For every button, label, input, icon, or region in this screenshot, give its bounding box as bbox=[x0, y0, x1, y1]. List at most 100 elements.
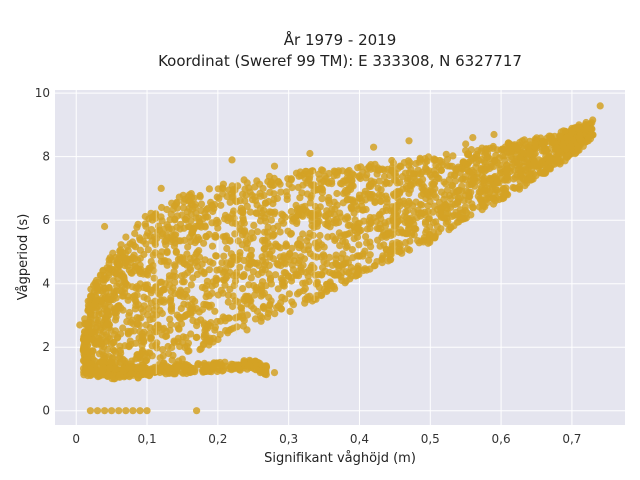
y-tick-label: 8 bbox=[42, 150, 50, 164]
data-point bbox=[124, 330, 132, 338]
data-point bbox=[143, 407, 151, 415]
data-point bbox=[299, 261, 307, 269]
data-point bbox=[511, 158, 519, 166]
data-point bbox=[133, 320, 141, 328]
data-point bbox=[382, 245, 390, 253]
data-point bbox=[418, 201, 426, 209]
data-point bbox=[324, 233, 332, 241]
data-point bbox=[234, 298, 242, 306]
x-tick-label: 0,4 bbox=[350, 432, 369, 446]
data-point bbox=[237, 219, 245, 228]
data-point bbox=[384, 257, 392, 265]
data-point bbox=[350, 171, 358, 179]
data-point bbox=[264, 313, 272, 321]
data-point bbox=[189, 205, 197, 213]
data-point bbox=[240, 271, 248, 279]
data-point bbox=[430, 155, 438, 163]
data-point bbox=[318, 241, 326, 249]
data-point bbox=[194, 233, 202, 242]
data-point bbox=[295, 272, 303, 280]
data-point bbox=[472, 163, 480, 171]
data-point bbox=[139, 370, 147, 378]
data-point bbox=[440, 195, 448, 203]
data-point bbox=[208, 282, 216, 290]
data-point bbox=[251, 197, 260, 205]
data-point bbox=[402, 208, 410, 216]
data-point bbox=[343, 196, 351, 204]
data-point bbox=[376, 242, 384, 250]
data-point bbox=[301, 285, 309, 293]
data-point bbox=[243, 365, 251, 373]
data-point bbox=[205, 185, 213, 193]
data-point bbox=[202, 331, 210, 339]
data-point bbox=[355, 173, 363, 181]
data-point bbox=[286, 249, 294, 258]
data-point bbox=[116, 287, 125, 295]
data-point bbox=[209, 362, 217, 370]
data-point bbox=[129, 407, 137, 415]
data-point bbox=[197, 200, 206, 208]
data-point bbox=[440, 214, 448, 222]
data-point bbox=[182, 216, 190, 224]
data-point bbox=[323, 260, 331, 268]
data-point bbox=[181, 312, 189, 320]
data-point bbox=[115, 280, 123, 288]
data-point bbox=[150, 267, 158, 275]
data-point bbox=[267, 216, 275, 224]
data-point bbox=[426, 192, 434, 200]
data-point bbox=[501, 152, 509, 160]
data-point bbox=[272, 240, 280, 248]
data-point bbox=[167, 321, 175, 329]
data-point bbox=[479, 176, 487, 184]
data-point bbox=[189, 316, 197, 325]
data-point bbox=[269, 230, 277, 239]
data-point bbox=[163, 249, 171, 257]
data-point bbox=[157, 257, 165, 266]
data-point bbox=[147, 299, 155, 307]
data-point bbox=[564, 152, 572, 160]
data-point bbox=[132, 284, 140, 292]
data-point bbox=[168, 232, 176, 240]
data-point bbox=[333, 215, 341, 223]
data-point bbox=[582, 121, 590, 129]
data-point bbox=[127, 340, 135, 349]
x-tick-label: 0,2 bbox=[208, 432, 227, 446]
data-point bbox=[324, 196, 333, 204]
data-point bbox=[276, 228, 284, 236]
data-point bbox=[387, 166, 395, 175]
data-point bbox=[96, 366, 104, 374]
data-point bbox=[360, 190, 368, 198]
data-point bbox=[355, 194, 363, 202]
data-point bbox=[466, 168, 474, 176]
data-point bbox=[185, 347, 193, 355]
data-point bbox=[262, 217, 270, 225]
data-point bbox=[396, 198, 404, 206]
data-point bbox=[157, 287, 165, 295]
data-point bbox=[416, 156, 424, 164]
data-point bbox=[295, 288, 303, 296]
data-point bbox=[290, 257, 298, 265]
data-point bbox=[274, 222, 282, 230]
data-point bbox=[170, 337, 178, 345]
data-point bbox=[189, 224, 197, 232]
data-point bbox=[448, 182, 457, 190]
data-point bbox=[545, 152, 553, 160]
data-point bbox=[549, 138, 557, 146]
data-point bbox=[172, 367, 181, 375]
data-point bbox=[306, 229, 314, 237]
data-point bbox=[350, 209, 358, 217]
data-point bbox=[301, 279, 309, 287]
data-point bbox=[215, 194, 223, 202]
data-point bbox=[204, 320, 212, 328]
data-point bbox=[129, 371, 137, 379]
data-point bbox=[148, 213, 156, 221]
data-point bbox=[159, 230, 167, 238]
data-point bbox=[166, 315, 174, 323]
data-point bbox=[169, 205, 177, 213]
data-point bbox=[184, 243, 192, 251]
data-point bbox=[270, 162, 279, 170]
data-point bbox=[278, 210, 286, 218]
data-point bbox=[239, 285, 247, 293]
data-point bbox=[143, 232, 151, 240]
data-point bbox=[253, 228, 262, 236]
